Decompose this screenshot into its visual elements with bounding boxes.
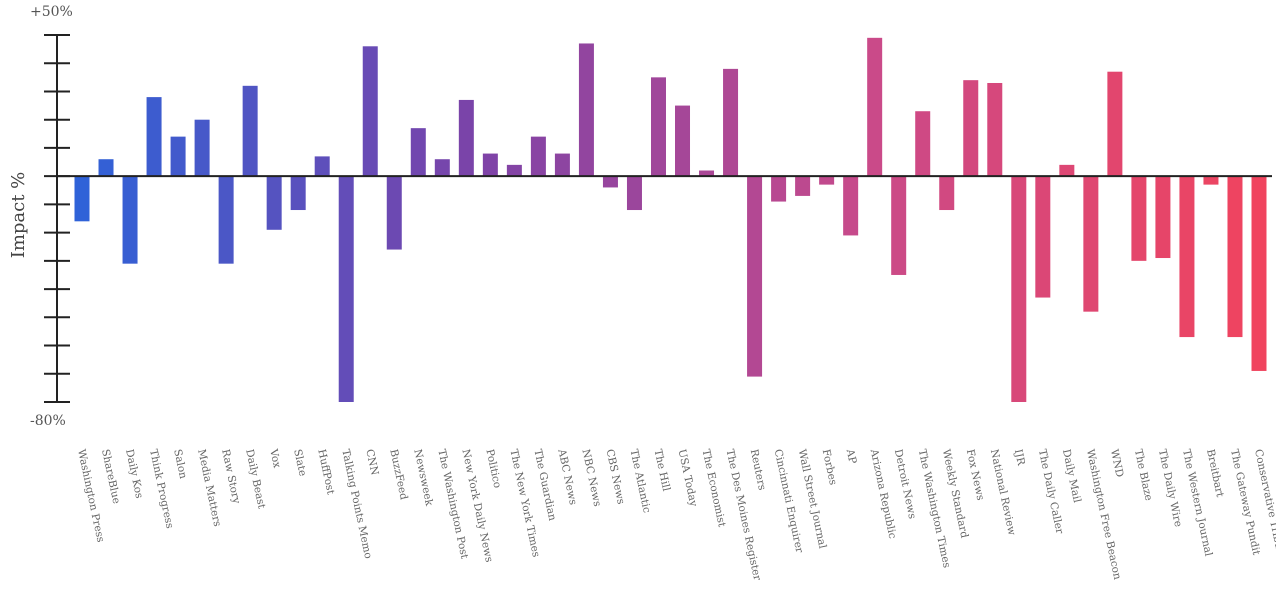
bar[interactable]	[867, 37, 883, 177]
bar[interactable]	[458, 99, 474, 177]
bar[interactable]	[506, 164, 522, 177]
bar[interactable]	[1179, 176, 1195, 338]
bar[interactable]	[747, 176, 763, 377]
bar[interactable]	[1227, 176, 1243, 338]
category-tick-label: BuzzFeed	[387, 448, 409, 501]
y-axis-top-label: +50%	[30, 4, 73, 20]
category-tick-label: Newsweek	[411, 448, 435, 507]
bar[interactable]	[771, 176, 787, 202]
category-tick-label: Raw Story	[219, 448, 242, 505]
category-tick-label: Reuters	[748, 448, 768, 491]
category-tick-label: NBC News	[579, 448, 603, 507]
category-tick-label: Daily Beast	[243, 448, 267, 510]
category-tick-label: National Review	[988, 448, 1018, 536]
bar[interactable]	[1131, 176, 1147, 261]
bar[interactable]	[795, 176, 811, 196]
category-tick-label: ABC News	[555, 447, 579, 506]
bar[interactable]	[290, 176, 306, 211]
bar[interactable]	[1251, 176, 1267, 371]
bar[interactable]	[146, 97, 162, 177]
category-tick-label: AP	[844, 447, 859, 465]
bar[interactable]	[122, 176, 138, 264]
category-tick-label: Daily Kos	[123, 448, 145, 499]
category-tick-label: Salon	[171, 448, 189, 480]
category-tick-label: The Blaze	[1132, 448, 1155, 502]
bar[interactable]	[650, 77, 666, 177]
bar[interactable]	[987, 82, 1003, 177]
category-tick-label: Fox News	[964, 448, 987, 501]
bar[interactable]	[843, 176, 859, 236]
bar[interactable]	[699, 170, 715, 177]
bar[interactable]	[434, 159, 450, 177]
bar[interactable]	[1059, 164, 1075, 177]
bar[interactable]	[723, 68, 739, 177]
bar[interactable]	[170, 136, 186, 177]
bar[interactable]	[338, 176, 354, 402]
category-tick-label: The Daily Caller	[1036, 448, 1066, 536]
bar[interactable]	[98, 159, 114, 177]
category-tick-label: Vox	[267, 447, 283, 469]
bar[interactable]	[626, 176, 642, 211]
y-axis-bottom-label: -80%	[30, 413, 66, 429]
category-tick-label: CBS News	[604, 448, 627, 505]
bars-layer	[74, 37, 1267, 402]
bar[interactable]	[1011, 176, 1027, 402]
category-tick-label: The Atlantic	[628, 448, 653, 514]
bar[interactable]	[1155, 176, 1171, 259]
bar[interactable]	[1035, 176, 1051, 298]
bar[interactable]	[314, 156, 330, 177]
bar[interactable]	[530, 136, 546, 177]
bar[interactable]	[578, 43, 594, 177]
bar[interactable]	[554, 153, 570, 177]
bar[interactable]	[675, 105, 691, 177]
bar[interactable]	[362, 46, 378, 177]
category-tick-label: Think Progress	[147, 448, 176, 529]
bar[interactable]	[963, 80, 979, 177]
category-tick-label: Arizona Republic	[868, 447, 899, 540]
bar[interactable]	[1107, 71, 1123, 177]
bar[interactable]	[482, 153, 498, 177]
bar[interactable]	[1203, 176, 1219, 185]
bar[interactable]	[602, 176, 618, 188]
category-tick-label: Daily Mail	[1060, 448, 1083, 504]
bar[interactable]	[1083, 176, 1099, 312]
bar[interactable]	[266, 176, 282, 230]
category-tick-label: Breitbart	[1204, 448, 1226, 499]
category-tick-label: Politico	[483, 448, 503, 489]
axes-layer	[44, 34, 1272, 403]
category-tick-label: HuffPost	[315, 448, 336, 496]
category-tick-label: IJR	[1012, 448, 1027, 467]
category-tick-label: WND	[1108, 448, 1126, 478]
category-tick-label: The Economist	[700, 448, 728, 529]
category-tick-label: USA Today	[676, 448, 700, 508]
bar[interactable]	[194, 119, 210, 177]
category-tick-label: The Daily Wire	[1156, 448, 1184, 528]
category-tick-label: The Hill	[652, 448, 673, 493]
bar[interactable]	[819, 176, 835, 185]
bar[interactable]	[410, 128, 426, 177]
bar[interactable]	[386, 176, 402, 250]
bar[interactable]	[74, 176, 90, 222]
category-tick-label: Forbes	[820, 448, 839, 486]
bar[interactable]	[218, 176, 234, 264]
y-axis-title: Impact %	[8, 172, 29, 259]
category-tick-label: ShareBlue	[99, 448, 122, 505]
category-tick-label: Slate	[291, 448, 308, 477]
bar[interactable]	[242, 85, 258, 177]
category-tick-label: The Guardian	[531, 448, 558, 522]
category-tick-label: Media Matters	[195, 448, 223, 527]
category-tick-label: Detroit News	[892, 448, 918, 520]
bar[interactable]	[939, 176, 955, 211]
category-tick-label: CNN	[363, 448, 380, 476]
bar[interactable]	[915, 111, 931, 177]
bar[interactable]	[891, 176, 907, 275]
